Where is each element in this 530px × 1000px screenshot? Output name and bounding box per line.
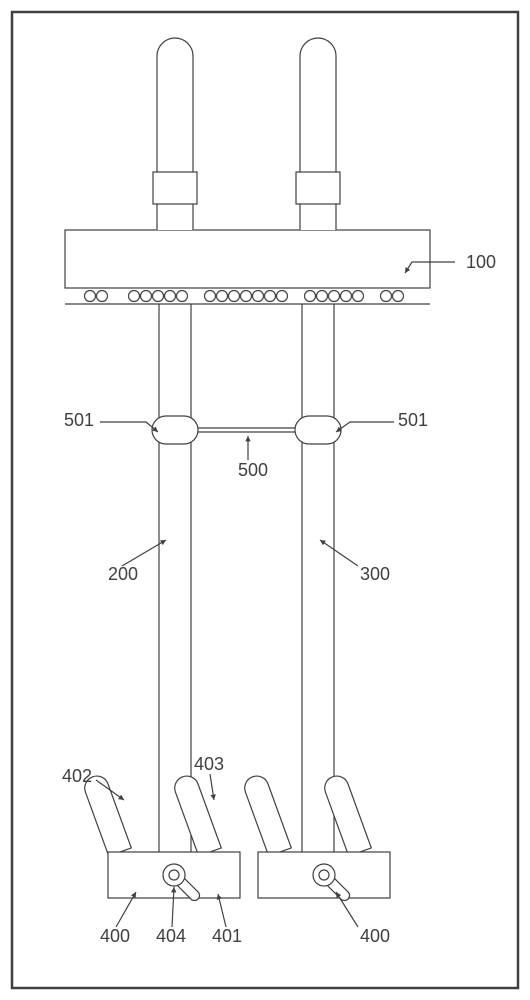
link-cap-501 [295,416,341,444]
ref-label-300: 300 [360,564,390,584]
patent-figure: 100 501 501 500 200 300 402 403 400 404 401 400 [0,0,530,1000]
ref-label-501: 501 [398,410,428,430]
ref-label-400: 400 [360,926,390,946]
ref-label-401: 401 [212,926,242,946]
ref-label-403: 403 [194,754,224,774]
top-box-100 [65,230,430,288]
ref-label-404: 404 [156,926,186,946]
ref-label-500: 500 [238,460,268,480]
link-cap-501 [152,416,198,444]
ref-label-400: 400 [100,926,130,946]
ref-label-402: 402 [62,766,92,786]
ref-label-200: 200 [108,564,138,584]
ref-label-100: 100 [466,252,496,272]
ref-label-501: 501 [64,410,94,430]
